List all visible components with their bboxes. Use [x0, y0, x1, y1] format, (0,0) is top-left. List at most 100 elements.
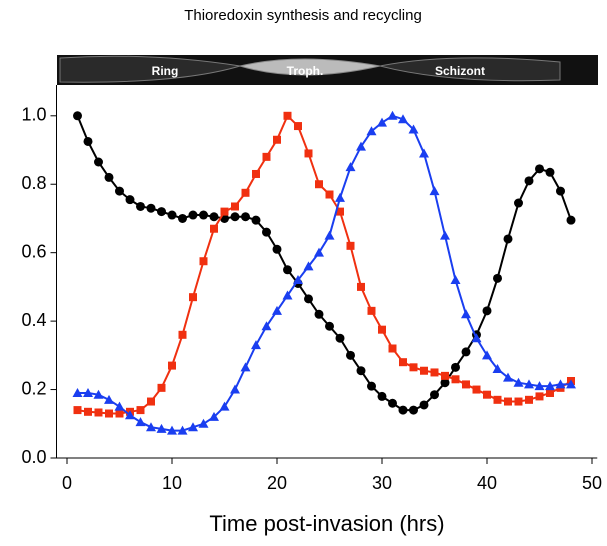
- point: [105, 409, 113, 418]
- point: [419, 400, 429, 410]
- x-axis-label: Time post-invasion (hrs): [209, 511, 444, 536]
- point: [534, 381, 545, 391]
- point: [430, 368, 439, 377]
- point: [566, 215, 576, 225]
- point: [399, 358, 407, 367]
- y-tick-label: 0.2: [21, 378, 46, 398]
- chart-title: Thioredoxin synthesis and recycling: [184, 7, 422, 24]
- point: [304, 149, 313, 158]
- point: [545, 381, 555, 391]
- point: [147, 397, 155, 406]
- point: [398, 405, 408, 415]
- point: [493, 395, 502, 404]
- y-tick-label: 0.4: [21, 310, 46, 330]
- point: [219, 401, 230, 411]
- point: [178, 330, 187, 339]
- point: [251, 215, 261, 225]
- point: [188, 210, 198, 220]
- x-tick-label: 30: [372, 473, 392, 493]
- point: [514, 198, 523, 208]
- point: [378, 325, 386, 334]
- point: [440, 378, 450, 388]
- point: [524, 379, 534, 389]
- point: [461, 309, 471, 319]
- point: [471, 333, 482, 343]
- point: [388, 398, 397, 408]
- point: [462, 380, 470, 389]
- point: [451, 375, 460, 384]
- point: [325, 190, 334, 199]
- point: [136, 406, 145, 415]
- point: [325, 321, 334, 331]
- point: [388, 344, 397, 353]
- point: [251, 340, 261, 350]
- stage-band: Ring Troph. Schizont: [57, 55, 598, 85]
- point: [314, 309, 324, 319]
- point: [146, 203, 156, 213]
- point: [157, 383, 166, 392]
- point: [483, 390, 491, 399]
- point: [73, 406, 82, 415]
- point: [188, 422, 198, 432]
- point: [93, 389, 104, 399]
- point: [482, 306, 492, 316]
- point: [440, 230, 450, 240]
- point: [514, 397, 523, 406]
- point: [283, 265, 292, 275]
- point: [493, 273, 502, 283]
- point: [304, 294, 313, 304]
- point: [451, 362, 460, 372]
- point: [125, 410, 135, 420]
- point: [167, 210, 177, 220]
- point: [272, 305, 282, 315]
- point: [387, 110, 398, 120]
- point: [314, 247, 324, 257]
- point: [73, 111, 82, 121]
- point: [156, 423, 167, 433]
- point: [535, 392, 544, 401]
- point: [482, 350, 492, 360]
- point: [430, 390, 439, 400]
- point: [492, 364, 503, 374]
- point: [220, 207, 229, 216]
- point: [345, 162, 356, 172]
- point: [272, 244, 282, 254]
- point: [252, 169, 260, 178]
- point: [135, 417, 146, 427]
- point: [346, 350, 355, 360]
- point: [104, 172, 114, 182]
- point: [84, 407, 92, 416]
- x-tick-label: 0: [62, 473, 72, 493]
- point: [115, 409, 124, 418]
- point: [409, 363, 418, 372]
- point: [545, 167, 555, 177]
- point: [556, 186, 565, 196]
- point: [324, 230, 335, 240]
- point: [210, 224, 218, 233]
- point: [114, 401, 125, 411]
- point: [535, 164, 544, 174]
- point: [346, 241, 355, 250]
- point: [167, 425, 177, 435]
- stage-label: Troph.: [287, 64, 324, 78]
- point: [408, 124, 419, 134]
- point: [283, 111, 292, 120]
- x-tick-label: 10: [162, 473, 182, 493]
- point: [240, 362, 251, 372]
- point: [293, 275, 303, 285]
- point: [83, 387, 93, 397]
- point: [94, 157, 103, 167]
- point: [104, 394, 114, 404]
- point: [503, 372, 513, 382]
- point: [136, 201, 145, 211]
- point: [303, 261, 314, 271]
- point: [282, 290, 293, 300]
- point: [367, 381, 376, 391]
- x-tick-label: 40: [477, 473, 497, 493]
- point: [199, 257, 208, 266]
- series-line: [77, 114, 571, 432]
- point: [504, 397, 512, 406]
- point: [209, 411, 219, 421]
- point: [377, 391, 387, 401]
